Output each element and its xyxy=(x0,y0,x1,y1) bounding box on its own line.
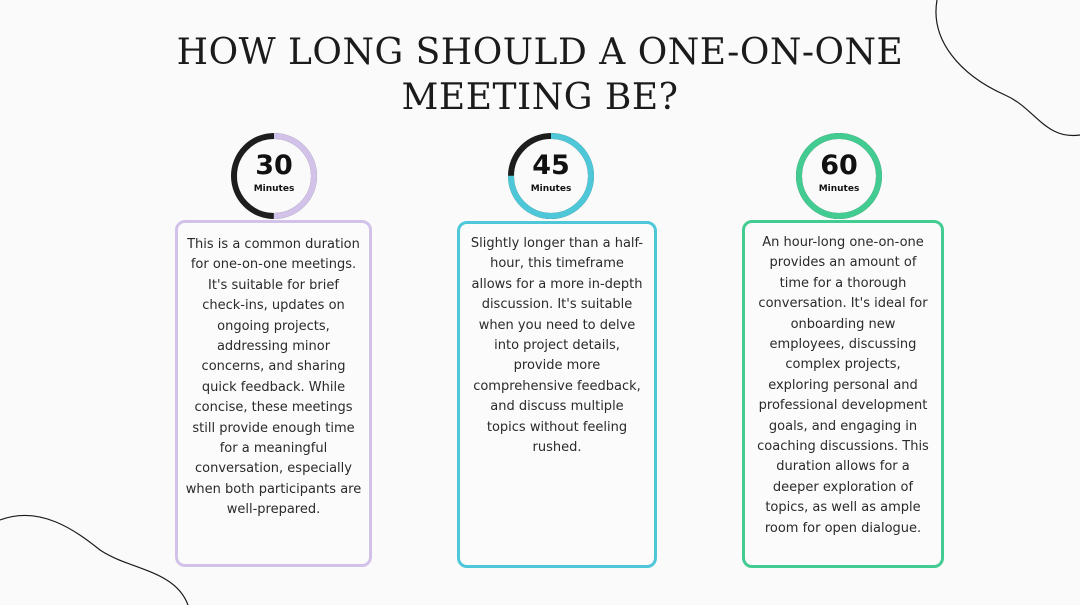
page-title-line-1: HOW LONG SHOULD A ONE-ON-ONE xyxy=(176,32,904,73)
progress-ring xyxy=(796,133,882,219)
duration-card-text: This is a common duration for one-on-one… xyxy=(185,237,362,518)
progress-ring-fill xyxy=(508,133,594,219)
progress-ring-fill xyxy=(231,133,317,219)
duration-card-text: Slightly longer than a half-hour, this t… xyxy=(470,236,644,456)
progress-ring xyxy=(231,133,317,219)
duration-dial-45: 45 Minutes xyxy=(506,131,596,221)
duration-card-text: An hour-long one-on-one provides an amou… xyxy=(757,235,929,536)
duration-dial-30: 30 Minutes xyxy=(229,131,319,221)
duration-card-30: This is a common duration for one-on-one… xyxy=(175,220,372,567)
duration-unit: Minutes xyxy=(818,184,860,194)
page-title-line-2: MEETING BE? xyxy=(401,77,679,118)
duration-value: 60 xyxy=(820,150,858,181)
duration-dial-60: 60 Minutes xyxy=(794,131,884,221)
bottom-left-curve xyxy=(0,514,189,605)
duration-value: 45 xyxy=(532,150,570,181)
duration-card-45: Slightly longer than a half-hour, this t… xyxy=(457,221,657,568)
progress-ring-fill xyxy=(796,133,882,219)
duration-unit: Minutes xyxy=(530,184,572,194)
progress-ring xyxy=(508,133,594,219)
page-title: HOW LONG SHOULD A ONE-ON-ONE MEETING BE? xyxy=(0,30,1080,120)
duration-value: 30 xyxy=(255,150,293,181)
duration-card-60: An hour-long one-on-one provides an amou… xyxy=(742,220,944,568)
duration-unit: Minutes xyxy=(253,184,295,194)
